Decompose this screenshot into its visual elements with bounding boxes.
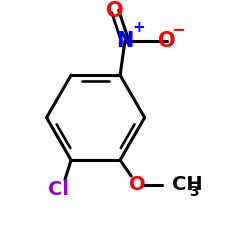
Text: 3: 3 xyxy=(189,185,198,199)
Text: N: N xyxy=(116,31,134,51)
Text: CH: CH xyxy=(172,175,202,194)
Text: −: − xyxy=(171,20,185,38)
Text: +: + xyxy=(132,20,145,35)
Text: Cl: Cl xyxy=(48,180,69,199)
Text: O: O xyxy=(158,31,176,51)
Text: O: O xyxy=(129,175,146,194)
Text: O: O xyxy=(106,2,124,21)
